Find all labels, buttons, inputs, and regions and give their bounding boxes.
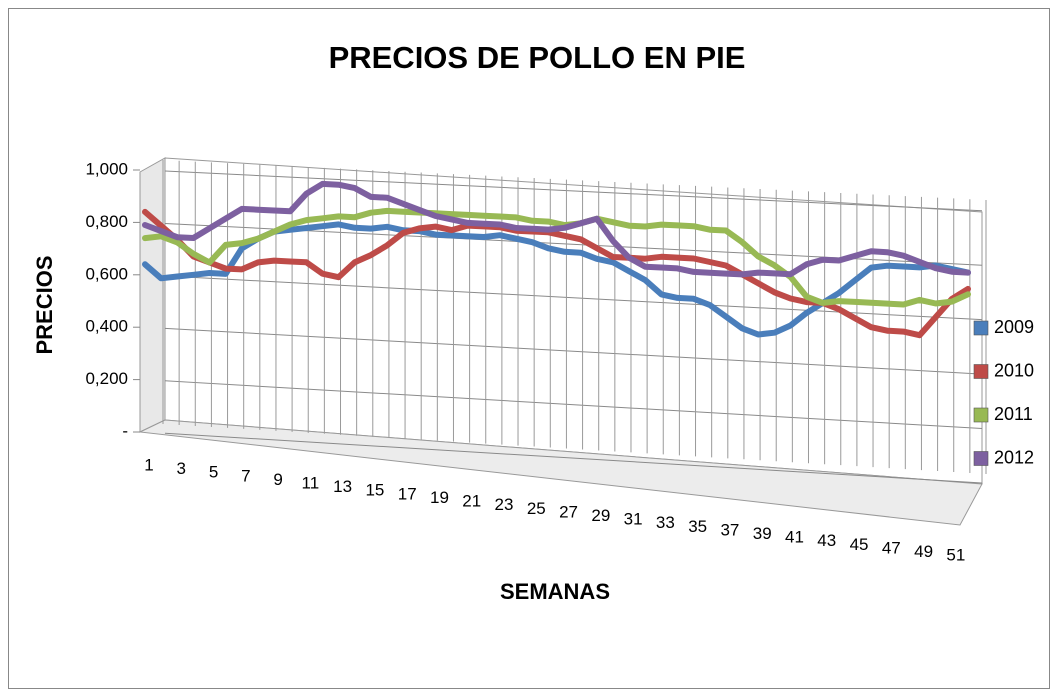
x-tick-label: 13 [333,477,352,496]
plot [142,180,971,339]
legend-label: 2010 [994,360,1034,380]
x-tick-label: 33 [656,513,675,532]
x-tick-label: 47 [882,538,901,557]
legend-label: 2011 [994,404,1033,424]
side-wall [139,157,166,433]
legend-label: 2012 [994,447,1034,467]
x-tick-label: 49 [914,542,933,561]
x-tick-label: 17 [398,484,417,503]
x-tick-label: 27 [559,502,578,521]
x-tick-label: 11 [302,474,320,493]
chart-title: PRECIOS DE POLLO EN PIE [329,40,746,75]
y-tick-label: 0,200 [85,369,128,388]
series-line [142,208,971,339]
x-tick-label: 15 [365,481,384,500]
grid-line [164,170,983,212]
x-tick-label: 1 [144,455,153,474]
x-tick-label: 5 [209,463,218,482]
x-tick-label: 45 [850,535,869,554]
x-tick-label: 19 [430,488,449,507]
x-tick-label: 25 [527,499,546,518]
x-tick-label: 21 [462,492,481,511]
legend-swatch [973,407,989,423]
series-line [142,180,971,278]
y-tick-label: 0,800 [85,212,128,231]
x-axis-label: SEMANAS [500,579,610,604]
x-tick-label: 41 [785,528,804,547]
y-tick-label: 1,000 [85,159,128,178]
floor [138,419,983,526]
x-tick-label: 35 [688,517,707,536]
legend: 2009 2010 2011 2012 [973,317,1034,467]
x-tick-label: 7 [241,466,250,485]
x-tick-label: 43 [817,531,836,550]
grid-line [164,327,983,375]
x-tick-label: 39 [753,524,772,543]
legend-swatch [973,320,989,336]
legend-swatch [973,451,989,466]
legend-label: 2009 [994,317,1034,337]
y-tick-label: - [122,421,128,440]
legend-swatch [973,364,989,379]
x-tick-label: 51 [946,546,965,565]
x-tick-label: 23 [495,495,514,514]
x-tick-label: 37 [720,520,739,539]
series-line [142,207,971,308]
grid-line [164,432,983,484]
x-tick-label: 3 [177,459,186,478]
y-tick-label: 0,400 [85,317,128,336]
y-tick-label: 0,600 [85,264,128,283]
y-axis-label: PRECIOS [32,255,57,354]
x-tick-label: 9 [273,470,282,489]
x-tick-label: 29 [591,506,610,525]
x-tick-label: 31 [624,510,643,529]
grid-line [164,380,983,430]
